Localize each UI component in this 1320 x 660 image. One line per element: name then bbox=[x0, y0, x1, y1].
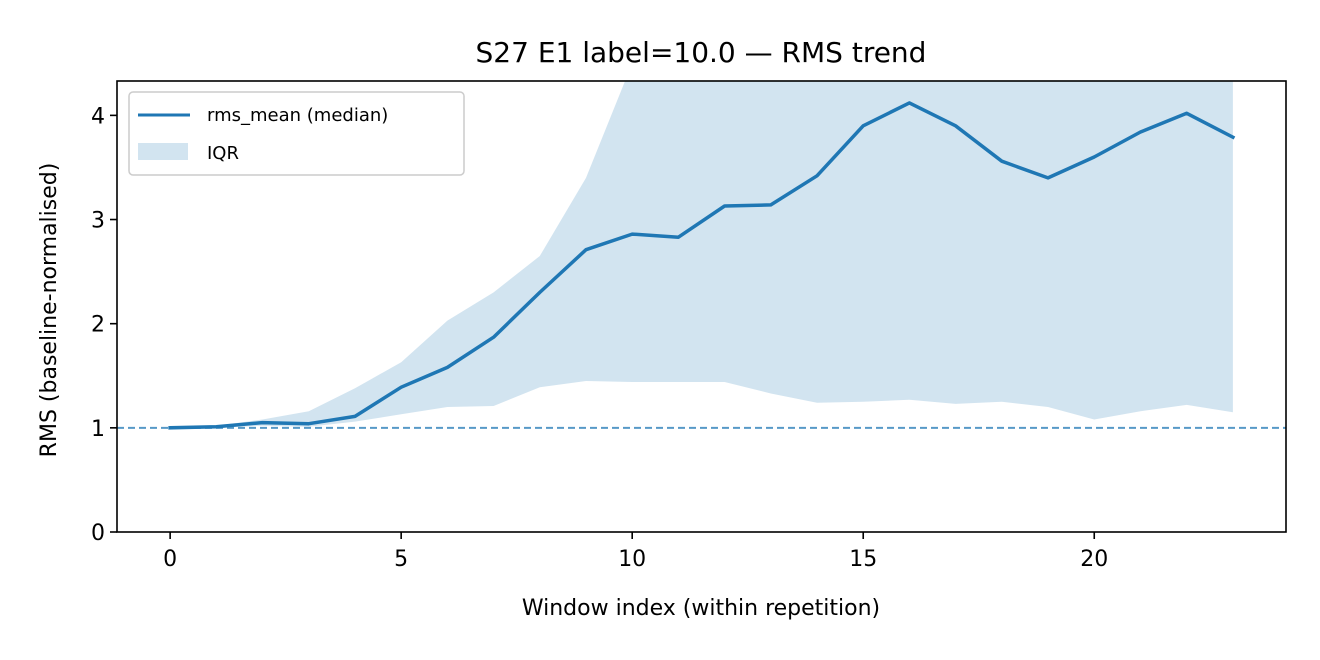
x-tick-label: 20 bbox=[1080, 547, 1108, 572]
y-tick-label: 2 bbox=[91, 313, 105, 338]
y-axis-label: RMS (baseline-normalised) bbox=[37, 163, 62, 458]
axes-spines bbox=[116, 80, 1287, 533]
axes-frame bbox=[116, 80, 1287, 533]
legend-box bbox=[128, 91, 465, 176]
x-tick-label: 5 bbox=[394, 547, 408, 572]
x-tick-label: 15 bbox=[849, 547, 877, 572]
x-axis: 0 5 10 15 20 bbox=[163, 532, 1108, 572]
legend: rms_mean (median) IQR bbox=[128, 91, 465, 176]
y-tick-label: 1 bbox=[91, 417, 105, 442]
median-line bbox=[168, 101, 1236, 430]
legend-label-median: rms_mean (median) bbox=[207, 105, 388, 126]
y-axis: 0 1 2 3 4 bbox=[91, 104, 117, 546]
legend-band-swatch bbox=[138, 143, 188, 160]
y-tick-label: 0 bbox=[91, 521, 105, 546]
x-tick-label: 10 bbox=[618, 547, 646, 572]
y-tick-label: 4 bbox=[91, 104, 105, 129]
y-tick-label: 3 bbox=[91, 209, 105, 234]
chart-title: S27 E1 label=10.0 — RMS trend bbox=[476, 36, 927, 69]
x-axis-label: Window index (within repetition) bbox=[522, 596, 880, 621]
legend-label-iqr: IQR bbox=[207, 143, 239, 164]
x-tick-label: 0 bbox=[163, 547, 177, 572]
plot-area bbox=[117, 81, 1286, 430]
iqr-band bbox=[170, 81, 1233, 428]
